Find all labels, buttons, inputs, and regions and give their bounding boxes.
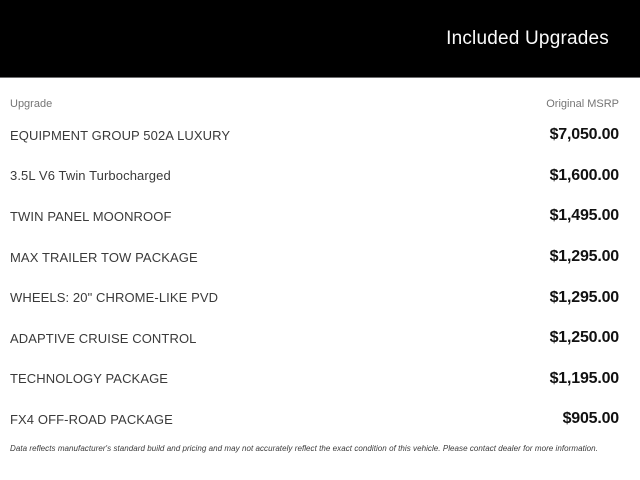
upgrade-name: MAX TRAILER TOW PACKAGE xyxy=(10,249,198,265)
column-header-original-msrp: Original MSRP xyxy=(546,98,619,110)
upgrades-table: Upgrade Original MSRP EQUIPMENT GROUP 50… xyxy=(0,98,640,453)
table-row: EQUIPMENT GROUP 502A LUXURY $7,050.00 xyxy=(10,115,619,156)
upgrade-price: $1,495.00 xyxy=(549,207,620,225)
upgrade-name: TECHNOLOGY PACKAGE xyxy=(10,371,169,387)
table-column-headers: Upgrade Original MSRP xyxy=(10,98,619,111)
table-row: ADAPTIVE CRUISE CONTROL $1,250.00 xyxy=(10,318,619,359)
upgrade-name: 3.5L V6 Twin Turbocharged xyxy=(10,168,171,184)
upgrade-name: TWIN PANEL MOONROOF xyxy=(10,208,172,224)
panel-header: Included Upgrades xyxy=(0,0,640,78)
upgrade-name: ADAPTIVE CRUISE CONTROL xyxy=(10,330,197,346)
upgrade-name: EQUIPMENT GROUP 502A LUXURY xyxy=(10,127,231,143)
upgrade-price: $1,295.00 xyxy=(549,248,620,266)
upgrade-price: $1,195.00 xyxy=(549,369,620,387)
upgrade-price: $1,600.00 xyxy=(549,166,620,184)
table-row: TWIN PANEL MOONROOF $1,495.00 xyxy=(10,196,619,237)
upgrade-name: WHEELS: 20" CHROME-LIKE PVD xyxy=(10,290,219,306)
upgrade-rows: EQUIPMENT GROUP 502A LUXURY $7,050.00 3.… xyxy=(10,115,619,440)
upgrade-price: $1,250.00 xyxy=(549,329,620,347)
upgrade-price: $905.00 xyxy=(562,410,620,428)
table-row: MAX TRAILER TOW PACKAGE $1,295.00 xyxy=(10,237,619,278)
column-header-upgrade: Upgrade xyxy=(10,98,53,110)
table-row: FX4 OFF-ROAD PACKAGE $905.00 xyxy=(10,399,619,440)
disclaimer-text: Data reflects manufacturer's standard bu… xyxy=(10,443,598,453)
upgrade-price: $7,050.00 xyxy=(549,126,620,144)
page-title: Included Upgrades xyxy=(446,27,609,49)
table-row: 3.5L V6 Twin Turbocharged $1,600.00 xyxy=(10,156,619,197)
table-row: TECHNOLOGY PACKAGE $1,195.00 xyxy=(10,359,619,400)
table-row: WHEELS: 20" CHROME-LIKE PVD $1,295.00 xyxy=(10,277,619,318)
upgrade-name: FX4 OFF-ROAD PACKAGE xyxy=(10,411,173,427)
upgrade-price: $1,295.00 xyxy=(549,288,620,306)
